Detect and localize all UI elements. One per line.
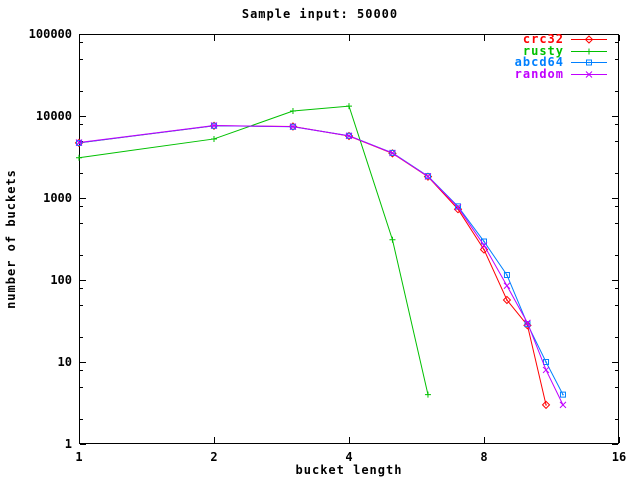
marker-random	[454, 203, 462, 211]
y-tick-label: 100000	[29, 27, 72, 41]
marker-abcd64	[454, 203, 461, 210]
legend-sample-rusty	[571, 48, 607, 55]
x-tick-label: 2	[210, 450, 217, 464]
marker-crc32-dot	[506, 299, 508, 301]
legend: crc32 rusty abcd64 random	[514, 32, 607, 81]
marker-abcd64	[559, 391, 566, 398]
legend-marker-crc32	[584, 35, 594, 44]
marker-random	[210, 122, 218, 129]
marker-random	[75, 139, 83, 146]
marker-crc32	[502, 295, 512, 305]
series-line-rusty	[78, 105, 429, 395]
marker-random	[424, 173, 432, 180]
y-tick-label: 100	[50, 273, 72, 287]
x-axis-label: bucket length	[295, 463, 403, 477]
x-tick-label: 1	[75, 450, 82, 464]
marker-abcd64-dot	[562, 393, 564, 396]
marker-random	[345, 132, 353, 140]
marker-random	[389, 149, 396, 157]
legend-marker-random	[585, 70, 593, 78]
legend-row-crc32: crc32	[515, 32, 607, 47]
legend-marker-rusty	[586, 48, 592, 55]
marker-abcd64-dot	[483, 240, 485, 243]
marker-rusty	[346, 103, 352, 110]
y-tick-label: 10	[58, 355, 72, 369]
legend-sample-crc32	[571, 35, 607, 44]
marker-rusty	[389, 236, 396, 243]
legend-sample-random	[571, 70, 607, 78]
y-tick-label: 1	[65, 437, 72, 451]
marker-abcd64-dot	[545, 361, 547, 363]
y-tick-label: 1000	[43, 191, 72, 205]
legend-label-abcd64: abcd64	[514, 55, 564, 70]
chart-title: Sample input: 50000	[241, 7, 399, 21]
series-line-random	[78, 125, 564, 406]
legend-label-random: random	[514, 66, 564, 81]
marker-crc32-dot	[483, 248, 485, 251]
marker-rusty	[211, 135, 217, 142]
marker-rusty	[289, 108, 296, 115]
legend-marker-abcd64-dot	[588, 61, 590, 64]
y-axis-label: number of buckets	[4, 169, 18, 309]
marker-random	[503, 282, 511, 290]
x-tick-label: 8	[480, 450, 487, 464]
series-line-crc32	[78, 125, 547, 405]
y-tick-label: 10000	[36, 109, 72, 123]
legend-row-rusty: rusty	[515, 43, 607, 58]
marker-random	[542, 366, 550, 374]
marker-rusty	[76, 154, 82, 161]
legend-label-rusty: rusty	[522, 43, 564, 58]
legend-marker-crc32-dot	[588, 38, 590, 41]
marker-crc32-dot	[545, 404, 547, 406]
plot-border	[79, 34, 619, 444]
marker-abcd64	[503, 272, 510, 279]
x-tick-label: 16	[612, 450, 626, 464]
marker-random	[480, 241, 488, 249]
legend-marker-abcd64	[586, 59, 592, 66]
legend-sample-abcd64	[571, 59, 607, 66]
legend-label-crc32: crc32	[522, 32, 564, 47]
marker-random	[559, 401, 567, 409]
legend-row-abcd64: abcd64	[514, 55, 607, 70]
marker-random	[524, 319, 531, 327]
marker-random	[289, 123, 297, 130]
marker-abcd64-dot	[506, 274, 508, 276]
marker-crc32	[541, 400, 551, 410]
legend-row-random: random	[514, 66, 607, 81]
series-line-abcd64	[78, 125, 564, 395]
marker-rusty	[424, 391, 431, 398]
x-tick-label: 4	[345, 450, 352, 464]
